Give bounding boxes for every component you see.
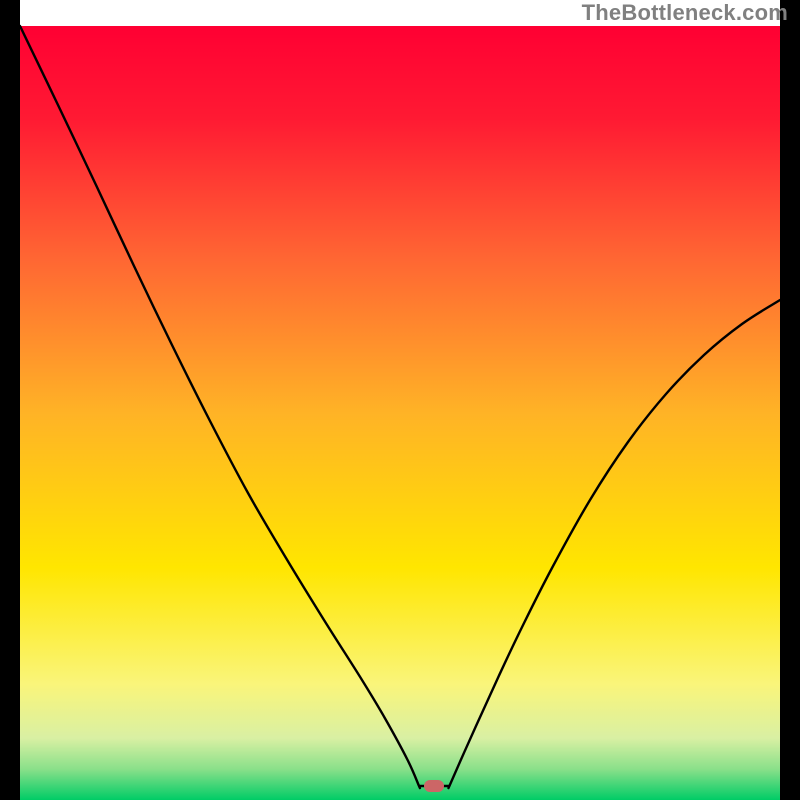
- bottleneck-curve-path: [20, 26, 780, 788]
- chart-container: TheBottleneck.com: [0, 0, 800, 800]
- bottleneck-curve: [0, 0, 800, 800]
- optimal-point-marker: [424, 780, 444, 792]
